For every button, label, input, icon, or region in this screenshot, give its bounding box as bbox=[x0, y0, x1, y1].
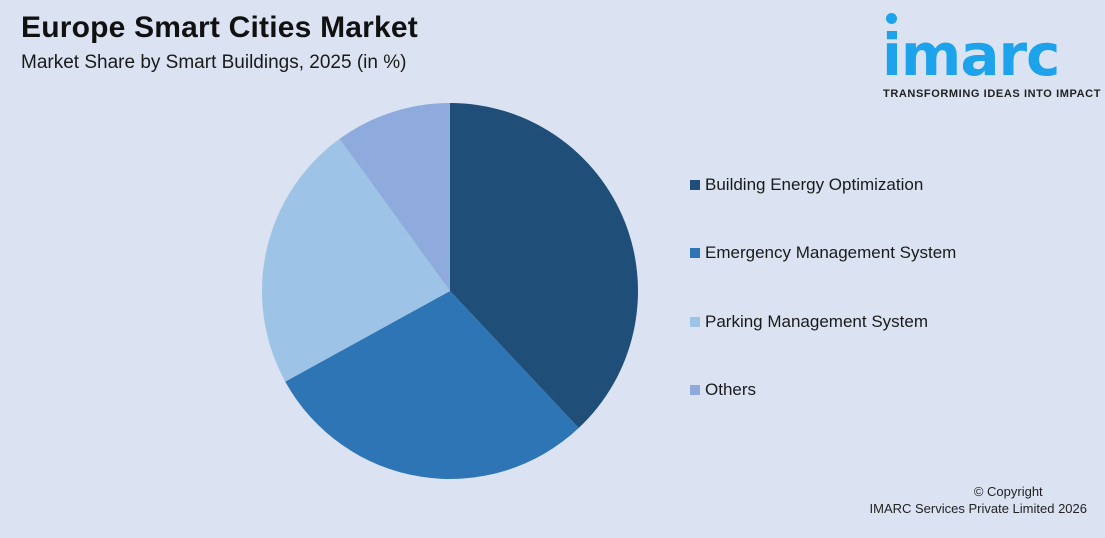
pie-chart bbox=[262, 103, 638, 479]
pie-slice-others bbox=[339, 103, 450, 291]
legend-item-building-energy: Building Energy Optimization bbox=[690, 175, 923, 195]
legend-item-parking-management: Parking Management System bbox=[690, 312, 928, 332]
pie-slice-emergency-management-system bbox=[285, 291, 579, 479]
chart-title: Europe Smart Cities Market bbox=[21, 11, 418, 44]
legend-label: Emergency Management System bbox=[705, 243, 957, 262]
legend-label: Parking Management System bbox=[705, 312, 928, 331]
pie-slice-parking-management-system bbox=[262, 138, 450, 382]
imarc-logo: imarc TRANSFORMING IDEAS INTO IMPACT bbox=[880, 10, 1100, 105]
legend-swatch-icon bbox=[690, 385, 700, 395]
pie-slice-building-energy-optimization bbox=[450, 103, 638, 429]
legend-item-others: Others bbox=[690, 380, 756, 400]
copyright-notice: © Copyright IMARC Services Private Limit… bbox=[870, 483, 1087, 517]
legend-label: Others bbox=[705, 380, 757, 399]
legend-swatch-icon bbox=[690, 317, 700, 327]
logo-wordmark: imarc bbox=[882, 21, 1060, 89]
legend-swatch-icon bbox=[690, 180, 700, 190]
legend-swatch-icon bbox=[690, 248, 700, 258]
logo-dot-icon bbox=[886, 13, 897, 24]
legend-label: Building Energy Optimization bbox=[705, 175, 924, 194]
logo-tagline: TRANSFORMING IDEAS INTO IMPACT bbox=[883, 88, 1102, 100]
chart-subtitle: Market Share by Smart Buildings, 2025 (i… bbox=[21, 52, 407, 73]
legend-item-emergency-management: Emergency Management System bbox=[690, 243, 956, 263]
copyright-line-1: © Copyright bbox=[973, 484, 1043, 499]
copyright-line-2: IMARC Services Private Limited 2026 bbox=[869, 501, 1087, 516]
